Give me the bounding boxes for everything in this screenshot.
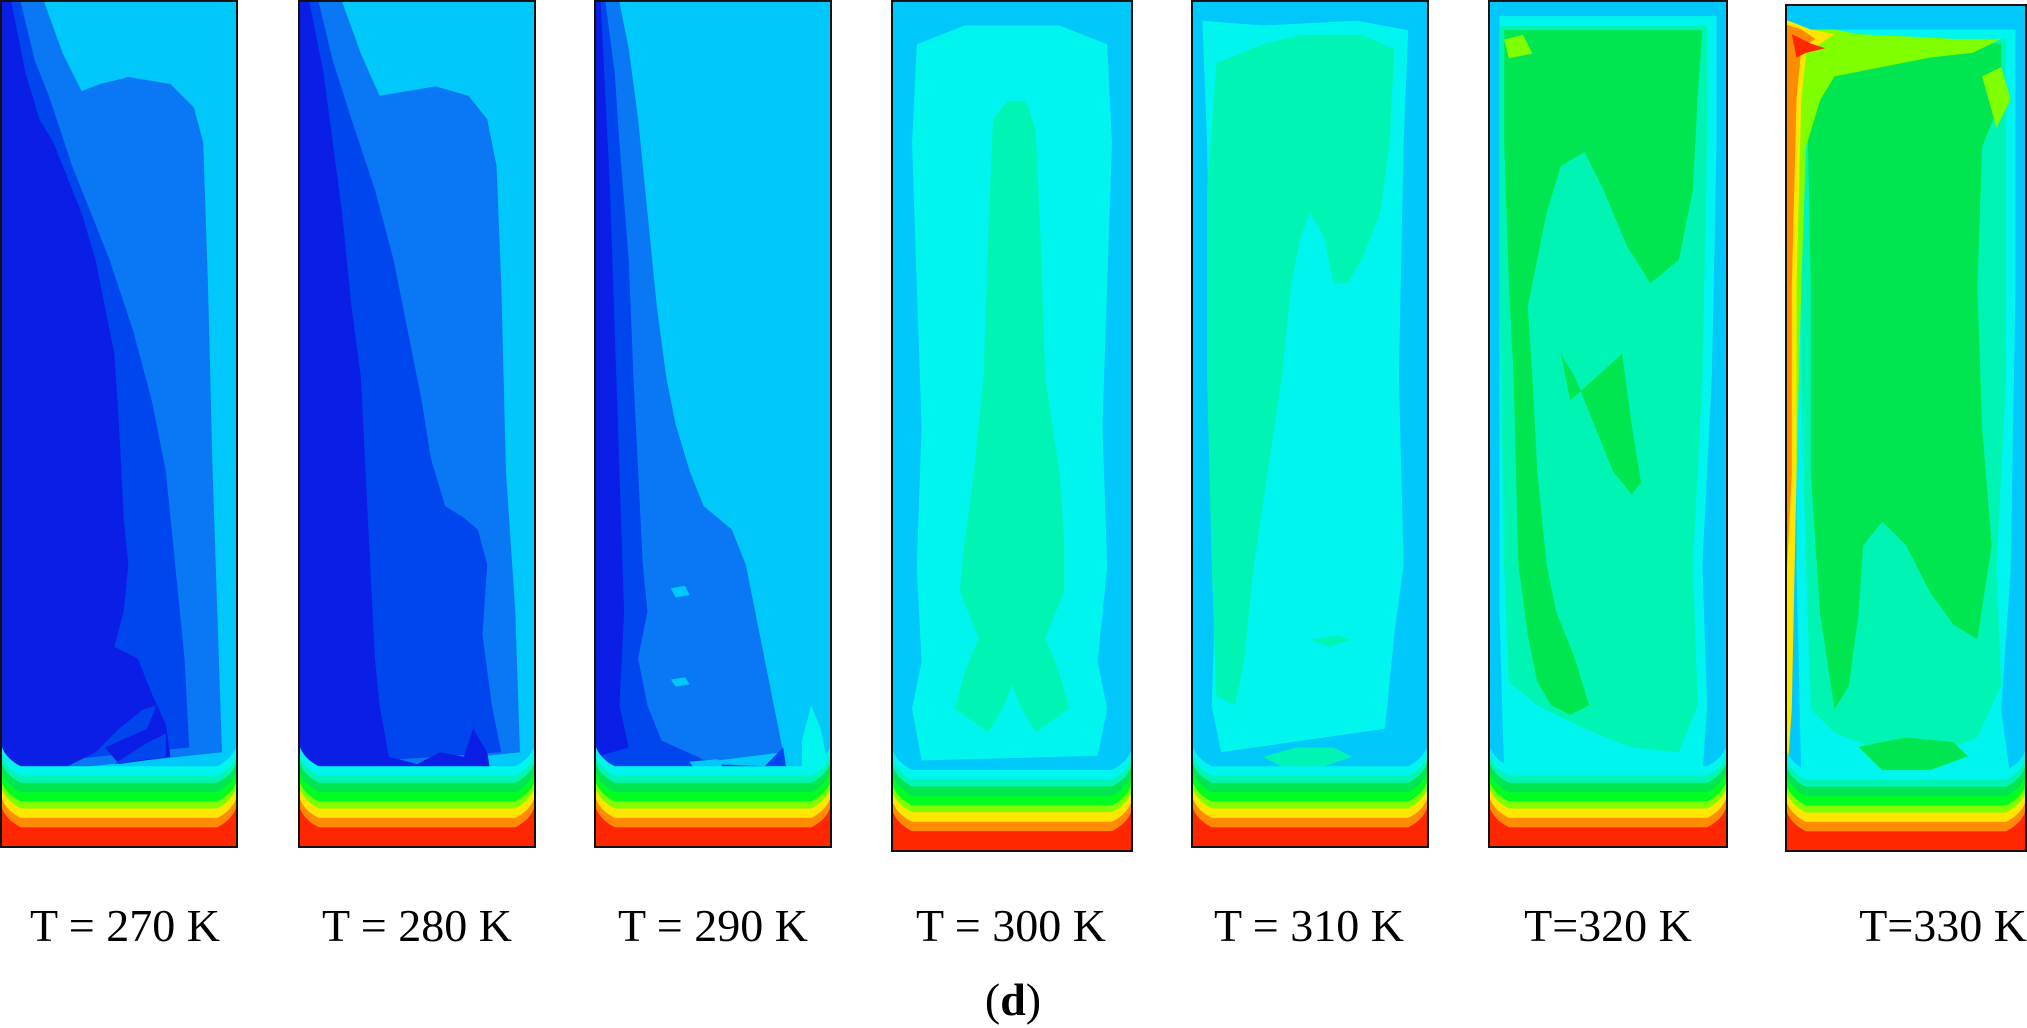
contour-svg: [1490, 2, 1726, 846]
panel-label-300k: T = 300 K: [916, 900, 1106, 951]
sublabel-close-paren: ): [1025, 974, 1042, 1025]
panel-label-280k: T = 280 K: [322, 900, 512, 951]
contour-panel-330k: [1785, 4, 2027, 852]
panel-label-320k: T=320 K: [1524, 900, 1692, 951]
panel-label-310k: T = 310 K: [1214, 900, 1404, 951]
contour-svg: [2, 2, 236, 846]
contour-region-darkblue-3: [2, 2, 171, 781]
contour-region-green-3: [1806, 43, 2002, 710]
contour-panel-300k: [891, 0, 1133, 852]
bottom-band-red-2: [596, 808, 830, 846]
sublabel-letter: d: [1000, 974, 1026, 1025]
contour-panel-320k: [1488, 0, 1728, 848]
contour-region-blue-4: [114, 733, 166, 764]
bottom-band-red-5: [1490, 808, 1726, 846]
contour-region-aquagreen-2: [1207, 34, 1395, 706]
contour-svg: [1193, 2, 1427, 846]
contour-region-lightblue-4: [670, 585, 690, 598]
panel-label-330k: T=330 K: [1859, 900, 2027, 951]
bottom-band-red-6: [1787, 812, 2025, 850]
contour-region-yellowgreen-5: [1796, 29, 2002, 710]
contour-region-orange-8: [1787, 24, 1816, 569]
sublabel-open-paren: (: [984, 974, 1001, 1025]
contour-region-green-3: [1504, 30, 1703, 715]
contour-svg: [1787, 6, 2025, 850]
contour-region-yellowgreen-6: [1982, 66, 2011, 128]
contour-region-yellowgreen-5: [1504, 34, 1533, 59]
bottom-band-red-4: [1193, 808, 1427, 846]
contour-panel-310k: [1191, 0, 1429, 848]
contour-region-red-9: [1791, 34, 1826, 58]
contour-region-aquagreen-3: [1310, 635, 1353, 647]
contour-panel-290k: [594, 0, 832, 848]
panel-label-270k: T = 270 K: [30, 900, 220, 951]
contour-panel-280k: [298, 0, 536, 848]
contour-region-green-4: [1858, 737, 1968, 771]
contour-region-lightblue-5: [670, 677, 690, 687]
contour-region-aquagreen-4: [1263, 747, 1353, 767]
contour-region-aquagreen-2: [954, 100, 1070, 733]
contour-svg: [300, 2, 534, 846]
bottom-band-red-0: [2, 808, 236, 846]
contour-svg: [893, 2, 1131, 850]
bottom-band-red-1: [300, 808, 534, 846]
contour-region-darkblue-3: [300, 2, 492, 786]
contour-panel-270k: [0, 0, 238, 848]
figure-sublabel: (d): [963, 972, 1063, 1028]
contour-region-darkblue-3: [596, 2, 629, 757]
panel-label-290k: T = 290 K: [618, 900, 808, 951]
contour-region-green-4: [1560, 353, 1642, 495]
contour-region-blue-2: [596, 2, 788, 786]
contour-svg: [596, 2, 830, 846]
